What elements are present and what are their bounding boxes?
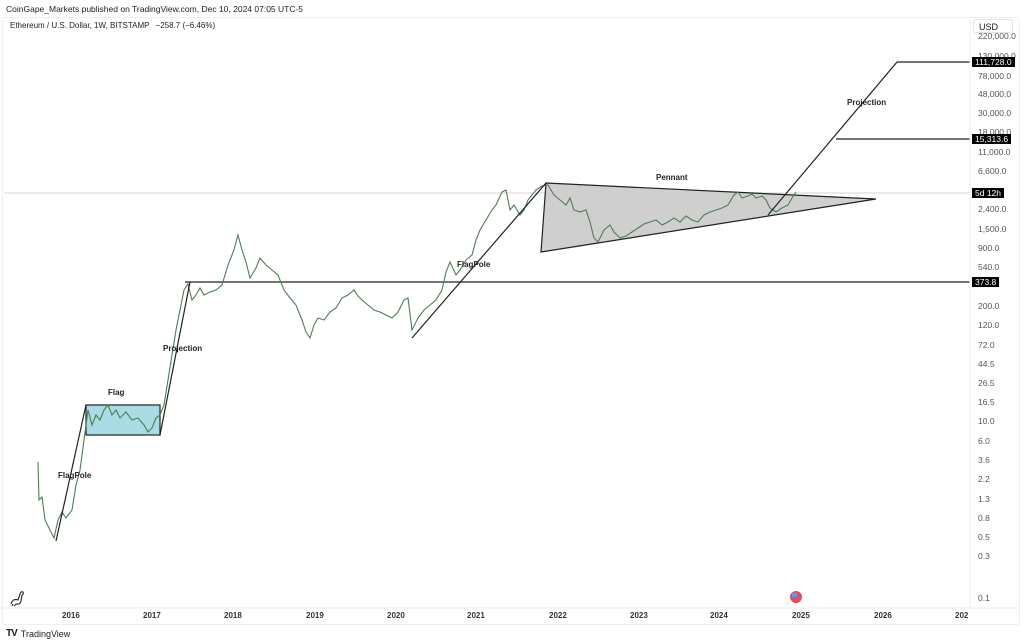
y-tick: 26.5 [978, 378, 995, 388]
y-tick: 200.0 [978, 301, 1000, 311]
y-tick: 2.2 [978, 474, 990, 484]
us-flag-event-icon[interactable] [790, 591, 802, 603]
y-tick: 6.0 [978, 436, 990, 446]
y-tick: 18,000.0 [978, 127, 1012, 137]
y-tick: 6,600.0 [978, 166, 1007, 176]
y-tick: 900.0 [978, 243, 1000, 253]
y-tick: 78,000.0 [978, 71, 1012, 81]
y-tick: 0.1 [978, 593, 990, 603]
x-tick: 2021 [467, 611, 485, 620]
symbol-title: Ethereum / U.S. Dollar, 1W, BITSTAMP [10, 21, 150, 30]
price-badge-target-mid: 15,313.6 [972, 134, 1012, 144]
symbol-legend: Ethereum / U.S. Dollar, 1W, BITSTAMP −25… [10, 21, 215, 30]
price-badge-target-high: 111,728.0 [972, 57, 1015, 67]
projection-label-2: Projection [847, 98, 887, 107]
y-tick: 120.0 [978, 320, 1000, 330]
countdown-badge: 5d 12h [972, 188, 1004, 198]
x-tick: 2020 [387, 611, 405, 620]
publisher-line: CoinGape_Markets published on TradingVie… [6, 4, 304, 14]
y-tick: 72.0 [978, 340, 995, 350]
y-tick: 44.5 [978, 359, 995, 369]
footer: TV TradingView [6, 628, 70, 639]
x-tick: 2023 [630, 611, 648, 620]
y-tick: 11,000.0 [978, 147, 1011, 157]
x-tick: 2025 [792, 611, 810, 620]
tradingview-logo-icon: TV [6, 628, 18, 639]
y-tick: 16.5 [978, 397, 995, 407]
y-tick: 3.6 [978, 455, 990, 465]
flagpole-label-2: FlagPole [457, 260, 491, 269]
x-tick: 2022 [549, 611, 567, 620]
y-tick: 0.3 [978, 551, 990, 561]
y-tick: 220,000.0 [978, 31, 1016, 41]
y-tick: 30,000.0 [978, 108, 1012, 118]
y-tick: 10.0 [978, 416, 995, 426]
y-tick: 540.0 [978, 262, 1000, 272]
y-tick: 48,000.0 [978, 89, 1012, 99]
x-tick: 202 [955, 611, 969, 620]
x-tick: 2026 [874, 611, 892, 620]
flagpole-label-1: FlagPole [58, 471, 92, 480]
x-tick: 2024 [710, 611, 728, 620]
chart-frame [2, 17, 1020, 625]
y-tick: 130,000.0 [978, 51, 1016, 61]
x-tick: 2016 [62, 611, 80, 620]
y-tick: 1.3 [978, 494, 990, 504]
price-change: −258.7 (−6.46%) [155, 21, 216, 30]
projection-label-1: Projection [163, 344, 203, 353]
x-tick: 2019 [306, 611, 324, 620]
x-tick: 2017 [143, 611, 161, 620]
pennant-label: Pennant [656, 173, 688, 182]
flag-label: Flag [108, 388, 125, 397]
currency-selector[interactable]: USD [973, 19, 1013, 33]
footer-brand: TradingView [20, 628, 71, 639]
y-tick: 1,500.0 [978, 224, 1007, 234]
x-tick: 2018 [224, 611, 242, 620]
y-tick: 0.8 [978, 513, 990, 523]
y-tick: 0.5 [978, 532, 990, 542]
dino-icon[interactable] [8, 588, 28, 608]
price-badge-support: 373.8 [972, 277, 1000, 287]
y-tick: 2,400.0 [978, 204, 1007, 214]
